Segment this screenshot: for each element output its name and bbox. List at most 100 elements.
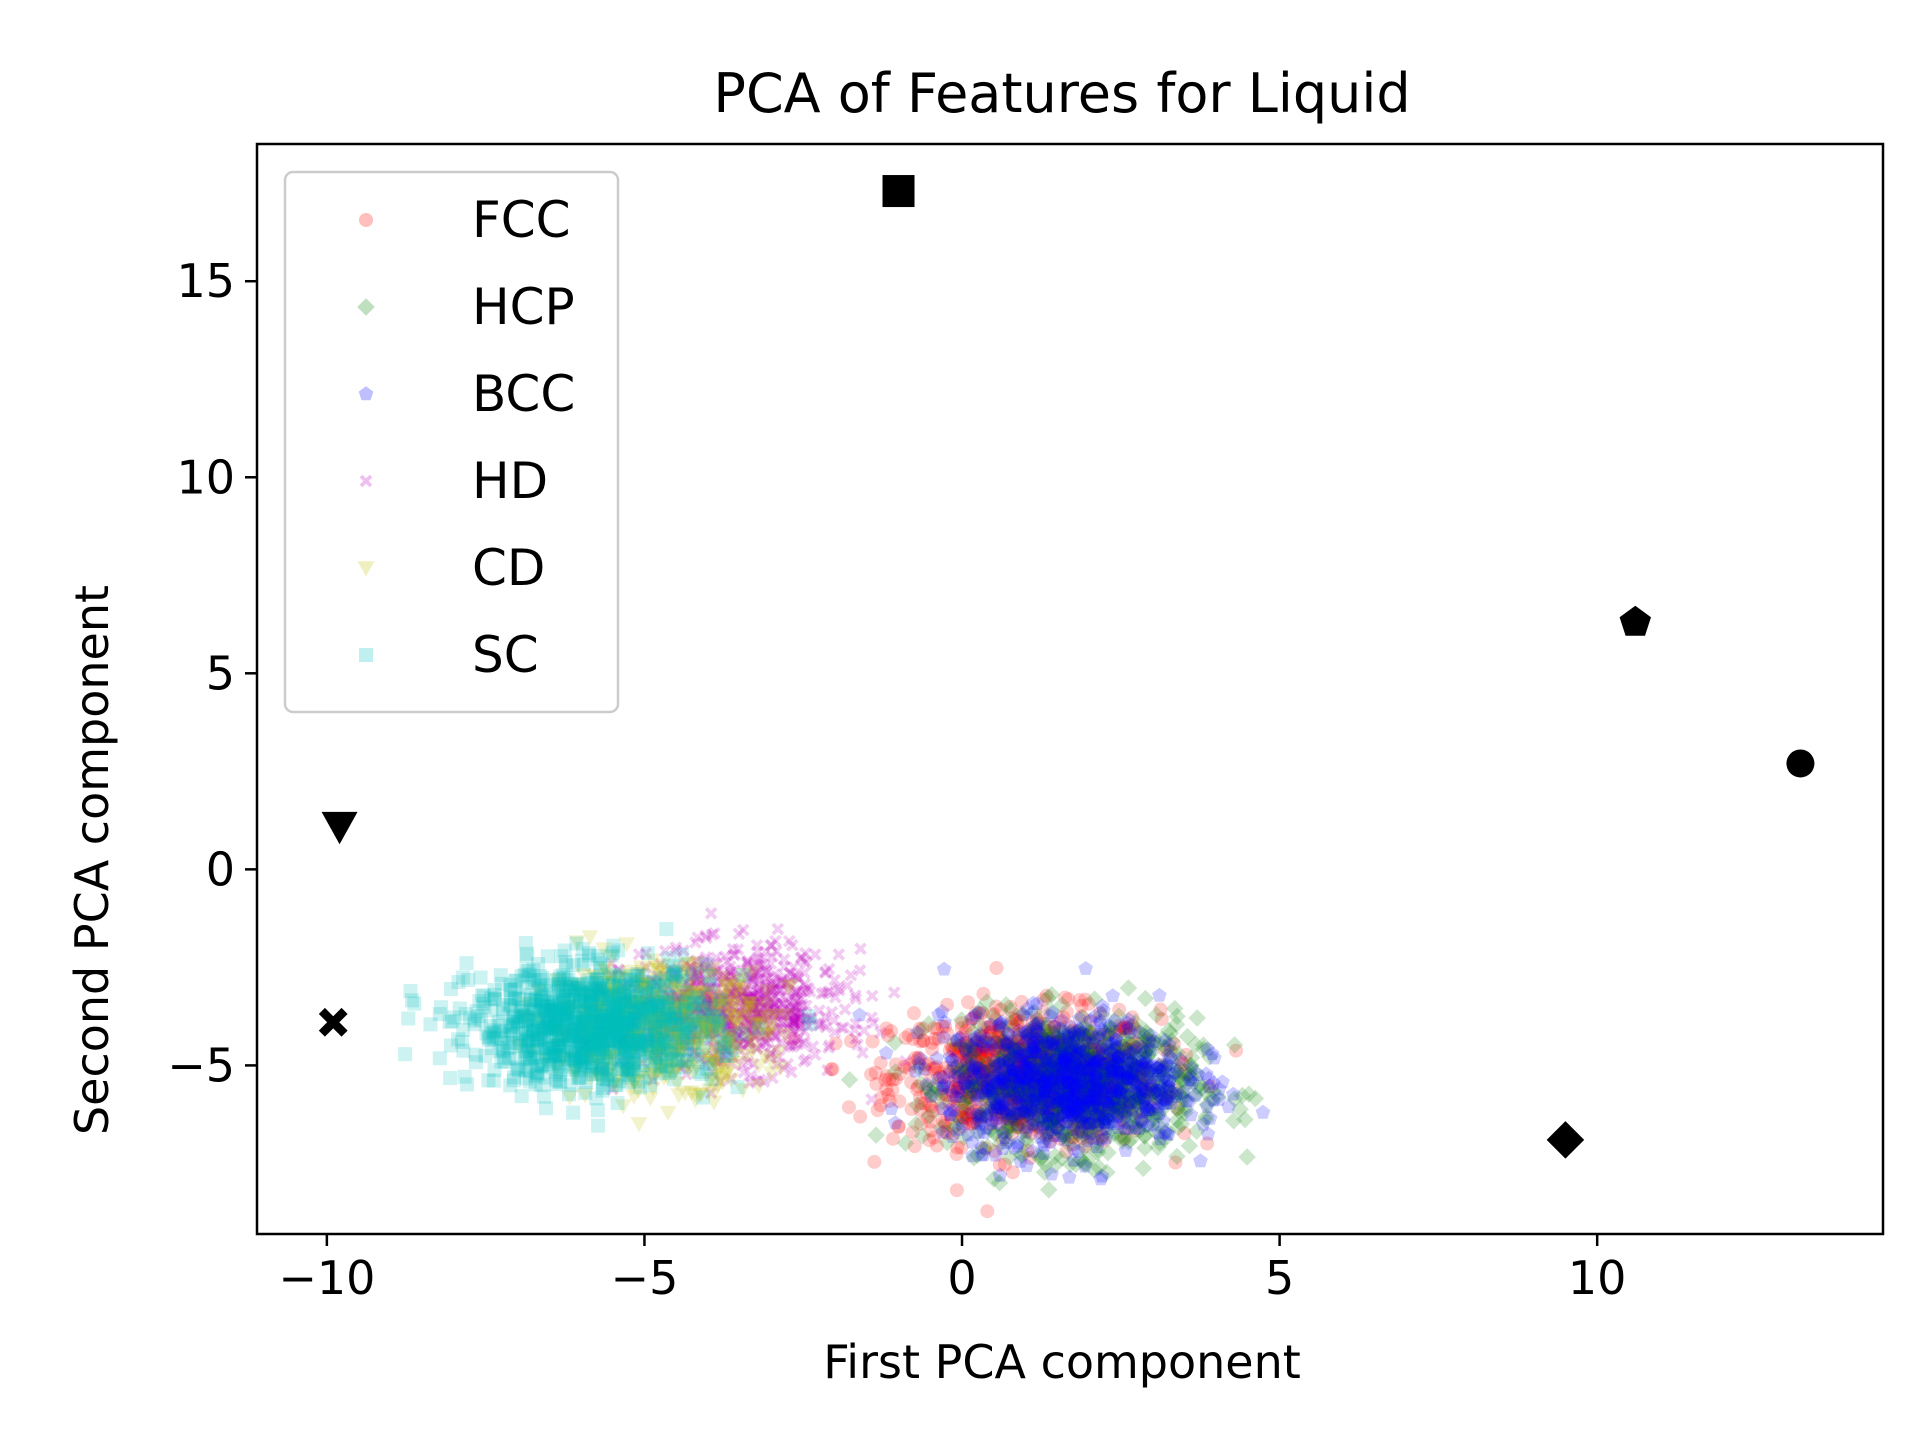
data-point: [1006, 1022, 1021, 1037]
data-point: [1033, 1047, 1048, 1062]
data-point: [983, 1024, 998, 1039]
data-point: [985, 1064, 1000, 1079]
data-point: [993, 1002, 1008, 1017]
data-point: [922, 1133, 937, 1148]
data-point: [1073, 1063, 1088, 1078]
data-point: [1091, 1081, 1106, 1096]
data-point: [1046, 1075, 1061, 1090]
data-point: [904, 1075, 919, 1090]
data-point: [1063, 1084, 1078, 1099]
data-point: [959, 1035, 974, 1050]
data-point: [1097, 1063, 1112, 1078]
data-point: [1003, 999, 1018, 1014]
data-point: [993, 1032, 1008, 1047]
data-point: [1046, 1083, 1061, 1098]
data-point: [1135, 1093, 1150, 1108]
data-point: [978, 1079, 993, 1094]
data-point: [1101, 1055, 1116, 1070]
data-point: [931, 1031, 946, 1046]
data-point: [962, 1116, 977, 1131]
data-point: [985, 1059, 1000, 1074]
data-point: [1179, 1047, 1194, 1062]
data-point: [1098, 1082, 1113, 1097]
data-point: [1136, 1041, 1151, 1056]
data-point: [1059, 1144, 1074, 1159]
data-point: [982, 1070, 997, 1085]
data-point: [1067, 1049, 1082, 1064]
data-point: [1027, 1037, 1042, 1052]
data-point: [980, 1204, 995, 1219]
data-point: [1014, 994, 1029, 1009]
data-point: [963, 1089, 978, 1104]
data-point: [1087, 1092, 1102, 1107]
data-point: [1063, 1058, 1078, 1073]
data-point: [1115, 1081, 1130, 1096]
data-point: [1118, 1041, 1133, 1056]
data-point: [1078, 1139, 1093, 1154]
data-point: [1053, 1079, 1068, 1094]
data-point: [1063, 1051, 1078, 1066]
data-point: [1033, 1044, 1048, 1059]
data-point: [1012, 1056, 1027, 1071]
data-point: [946, 1060, 961, 1075]
data-point: [944, 1084, 959, 1099]
data-point: [971, 1076, 986, 1091]
data-point: [1059, 1066, 1074, 1081]
data-point: [1117, 1121, 1132, 1136]
data-point: [1045, 1084, 1060, 1099]
data-point: [957, 1057, 972, 1072]
data-point: [961, 1067, 976, 1082]
data-point: [1177, 1126, 1192, 1141]
data-point: [1023, 1067, 1038, 1082]
data-point: [998, 1057, 1013, 1072]
data-point: [1014, 1116, 1029, 1131]
data-point: [978, 1082, 993, 1097]
data-point: [919, 1085, 934, 1100]
data-point: [948, 1079, 963, 1094]
data-point: [1067, 1070, 1082, 1085]
data-point: [1114, 1050, 1129, 1065]
data-point: [610, 1096, 625, 1111]
data-point: [1053, 1108, 1068, 1123]
data-point: [976, 1029, 991, 1044]
data-point: [996, 1105, 1011, 1120]
data-point: [1016, 1070, 1031, 1085]
data-point: [1069, 1080, 1084, 1095]
data-point: [960, 1084, 975, 1099]
data-point: [1008, 1036, 1023, 1051]
data-point: [1019, 1059, 1034, 1074]
data-point: [1103, 1080, 1118, 1095]
data-point: [1035, 1029, 1050, 1044]
data-point: [1040, 1032, 1055, 1047]
data-point: [885, 1072, 900, 1087]
data-point: [1035, 1039, 1050, 1054]
data-point: [1032, 1027, 1047, 1042]
data-point: [1127, 1123, 1142, 1138]
data-point: [885, 1082, 900, 1097]
data-point: [992, 1028, 1007, 1043]
data-point: [1040, 1066, 1055, 1081]
data-point: [978, 1092, 993, 1107]
data-point: [1027, 1070, 1042, 1085]
data-point: [954, 1021, 969, 1036]
data-point: [802, 1016, 817, 1031]
data-point: [1004, 1071, 1019, 1086]
data-point: [1063, 1073, 1078, 1088]
data-point: [1119, 1020, 1134, 1035]
data-point: [459, 956, 474, 971]
data-point: [1031, 1015, 1046, 1030]
data-point: [1020, 1080, 1035, 1095]
data-point: [988, 1050, 1003, 1065]
data-point: [659, 922, 674, 937]
data-point: [981, 1020, 996, 1035]
data-point: [959, 1070, 974, 1085]
data-point: [1120, 1101, 1135, 1116]
data-point: [1018, 1069, 1033, 1084]
data-point: [1038, 1084, 1053, 1099]
data-point: [1030, 1066, 1045, 1081]
data-point: [1108, 1102, 1123, 1117]
data-point: [1125, 1010, 1140, 1025]
data-point: [1200, 1136, 1215, 1151]
data-point: [923, 1114, 938, 1129]
data-point: [880, 1028, 895, 1043]
